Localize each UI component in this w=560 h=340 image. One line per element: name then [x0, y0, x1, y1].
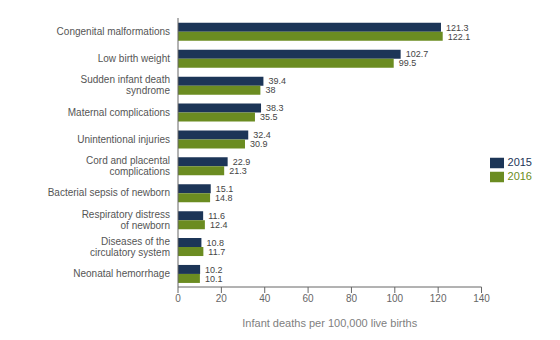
svg-text:Cord and placentalcomplication: Cord and placentalcomplications: [86, 155, 170, 177]
svg-text:15.1: 15.1: [215, 183, 234, 194]
svg-text:20: 20: [216, 293, 228, 304]
svg-text:Maternal complications: Maternal complications: [68, 107, 170, 118]
svg-text:102.7: 102.7: [405, 49, 429, 60]
svg-text:Diseases of thecirculatory sys: Diseases of thecirculatory system: [90, 236, 170, 258]
svg-text:122.1: 122.1: [448, 32, 471, 42]
svg-text:35.5: 35.5: [260, 112, 278, 122]
svg-text:39.4: 39.4: [268, 76, 286, 87]
svg-text:32.4: 32.4: [253, 130, 271, 141]
svg-text:10.1: 10.1: [205, 274, 223, 284]
svg-text:Low birth weight: Low birth weight: [98, 53, 170, 64]
svg-text:Congenital malformations: Congenital malformations: [57, 26, 170, 37]
svg-text:Bacterial sepsis of newborn: Bacterial sepsis of newborn: [48, 187, 170, 198]
svg-text:22.9: 22.9: [232, 157, 251, 167]
svg-text:14.8: 14.8: [215, 193, 233, 203]
svg-text:Respiratory distressof newborn: Respiratory distressof newborn: [82, 209, 170, 231]
svg-text:40: 40: [259, 293, 271, 304]
svg-text:11.7: 11.7: [208, 247, 225, 257]
svg-text:Unintentional injuries: Unintentional injuries: [77, 134, 170, 145]
svg-text:99.5: 99.5: [399, 58, 417, 68]
svg-text:10.8: 10.8: [206, 237, 224, 248]
html-text:2016: 2016: [507, 170, 532, 182]
svg-text:140: 140: [473, 293, 490, 304]
svg-text:Neonatal hemorrhage: Neonatal hemorrhage: [73, 268, 170, 279]
svg-text:0: 0: [175, 293, 181, 304]
html-text:2015: 2015: [507, 155, 532, 168]
svg-text:12.4: 12.4: [210, 220, 228, 230]
svg-text:11.6: 11.6: [208, 210, 225, 221]
svg-text:80: 80: [346, 293, 358, 304]
svg-text:38.3: 38.3: [266, 103, 284, 114]
svg-text:120: 120: [430, 293, 447, 304]
svg-text:Sudden infant deathsyndrome: Sudden infant deathsyndrome: [80, 74, 170, 96]
svg-text:60: 60: [303, 293, 315, 304]
svg-text:38: 38: [265, 85, 275, 95]
svg-text:100: 100: [386, 293, 403, 304]
svg-text:Infant deaths per 100,000 live: Infant deaths per 100,000 live births: [242, 317, 417, 329]
svg-text:121.3: 121.3: [446, 22, 469, 33]
svg-text:10.2: 10.2: [205, 264, 223, 275]
svg-text:21.3: 21.3: [229, 166, 247, 176]
svg-text:30.9: 30.9: [250, 139, 268, 149]
